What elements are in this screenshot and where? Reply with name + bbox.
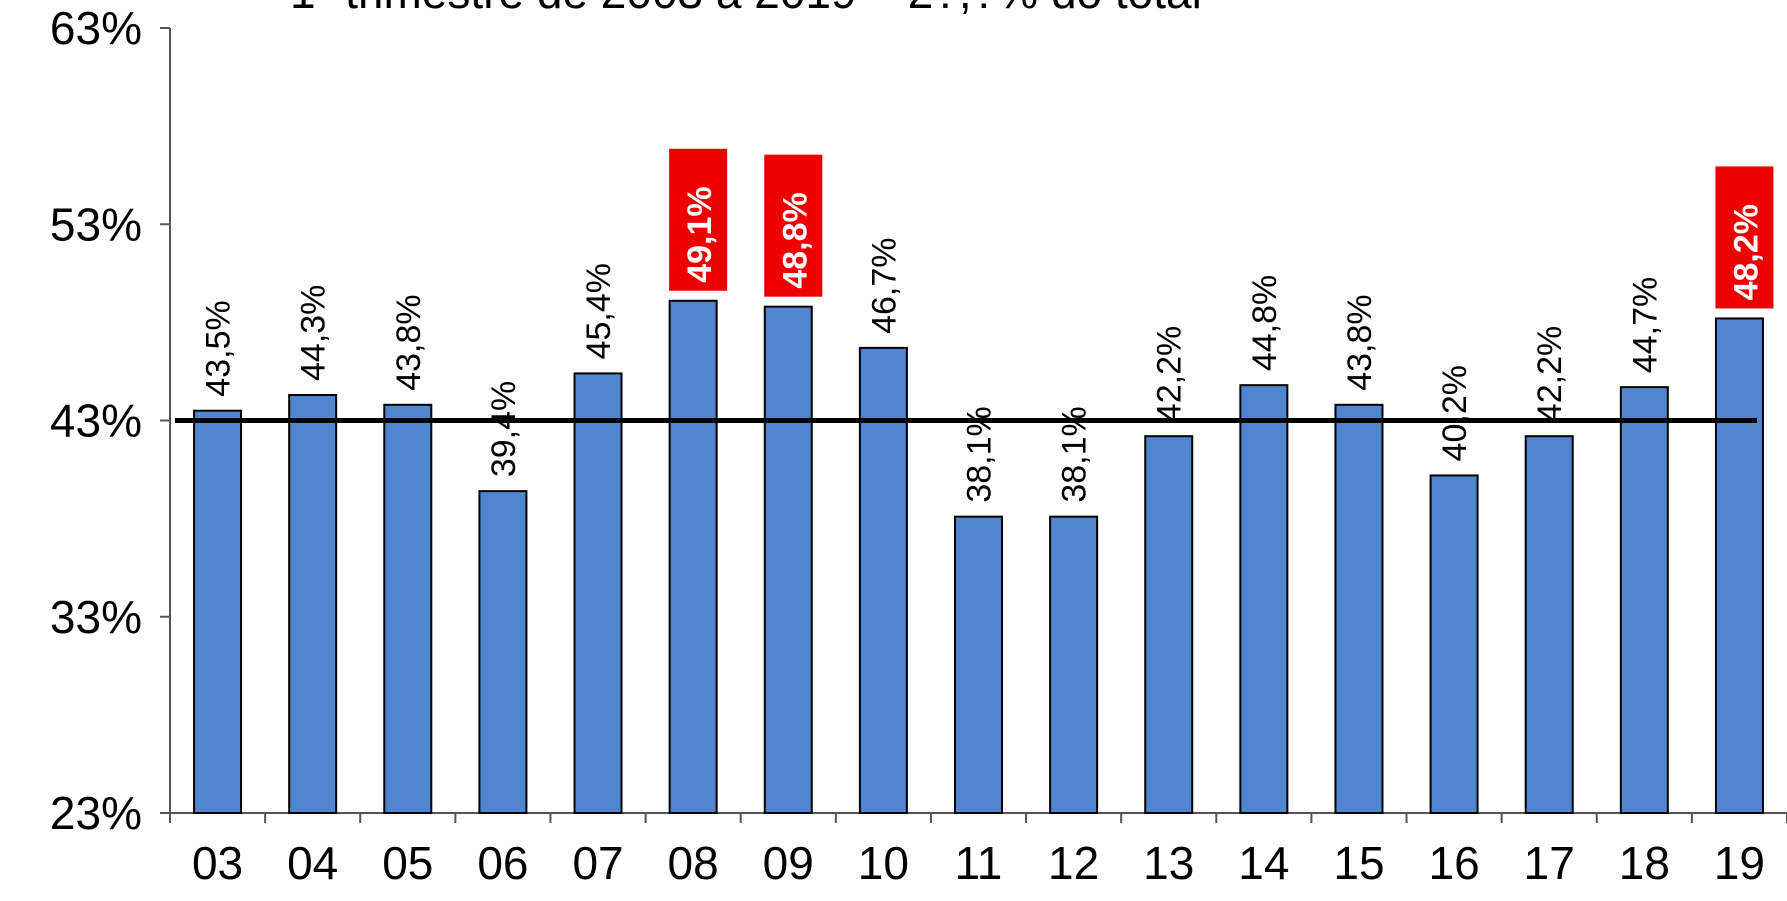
bar-16 bbox=[1429, 474, 1479, 814]
bar-12 bbox=[1049, 515, 1099, 814]
bar-06 bbox=[478, 490, 528, 814]
x-tick-label: 06 bbox=[477, 837, 528, 889]
x-tick-label: 17 bbox=[1524, 837, 1575, 889]
bar-08 bbox=[668, 299, 718, 815]
highlight-badge bbox=[764, 154, 823, 297]
data-label-06: 39,4% bbox=[485, 381, 523, 477]
bar-13 bbox=[1144, 435, 1194, 814]
data-label-text: 39,4% bbox=[485, 381, 523, 477]
data-label-text: 45,4% bbox=[580, 263, 618, 359]
bar-18 bbox=[1619, 386, 1669, 814]
x-tick-label: 10 bbox=[858, 837, 909, 889]
bar-09 bbox=[763, 305, 813, 814]
x-tick-label: 05 bbox=[382, 837, 433, 889]
y-axis: 23% 33% 43% 53% 63% bbox=[50, 2, 171, 839]
highlight-badge bbox=[669, 148, 728, 291]
data-label-07: 45,4% bbox=[580, 263, 618, 359]
bar-10 bbox=[858, 346, 908, 814]
data-label-text: 44,8% bbox=[1246, 275, 1284, 371]
x-tick-label: 19 bbox=[1714, 837, 1765, 889]
bar-11 bbox=[954, 515, 1003, 814]
y-tick-label: 43% bbox=[50, 395, 142, 447]
data-label-14: 44,8% bbox=[1246, 275, 1284, 371]
x-tick-label: 07 bbox=[572, 837, 623, 889]
data-label-text: 43,8% bbox=[1341, 294, 1379, 390]
data-label-text: 44,3% bbox=[295, 285, 333, 381]
bar-03 bbox=[193, 409, 243, 814]
data-label-17: 42,2% bbox=[1531, 326, 1569, 422]
x-tick-label: 14 bbox=[1238, 837, 1289, 889]
x-tick-label: 13 bbox=[1143, 837, 1194, 889]
x-tick-label: 08 bbox=[668, 837, 719, 889]
data-label-text: 46,7% bbox=[865, 237, 903, 333]
data-label-15: 43,8% bbox=[1341, 294, 1379, 390]
data-label-08: 49,1% bbox=[669, 148, 728, 291]
x-tick-label: 18 bbox=[1619, 837, 1670, 889]
x-tick-label: 15 bbox=[1333, 837, 1384, 889]
x-axis: 03 04 05 06 07 08 09 10 11 12 13 14 15 16 17 18 19 bbox=[169, 812, 1787, 889]
bar-14 bbox=[1239, 384, 1289, 814]
data-label-16: 40,2% bbox=[1436, 365, 1474, 461]
y-tick-label: 63% bbox=[50, 2, 142, 54]
x-tick-label: 04 bbox=[287, 837, 338, 889]
x-tick-label: 03 bbox=[192, 837, 243, 889]
data-label-text: 42,2% bbox=[1531, 326, 1569, 422]
bar-07 bbox=[573, 372, 623, 814]
data-label-13: 42,2% bbox=[1151, 326, 1189, 422]
data-label-18: 44,7% bbox=[1626, 277, 1664, 373]
data-label-text: 48,8% bbox=[776, 192, 814, 288]
data-label-05: 43,8% bbox=[390, 294, 428, 390]
data-label-10: 46,7% bbox=[865, 237, 903, 333]
data-label-text: 44,7% bbox=[1626, 277, 1664, 373]
data-label-03: 43,5% bbox=[200, 300, 238, 396]
y-tick-label: 33% bbox=[50, 591, 142, 643]
data-label-04: 44,3% bbox=[295, 285, 333, 381]
y-tick-label: 23% bbox=[50, 787, 142, 839]
x-tick-label: 12 bbox=[1048, 837, 1099, 889]
bar-17 bbox=[1524, 435, 1574, 814]
data-label-text: 48,2% bbox=[1727, 204, 1765, 300]
highlight-badge bbox=[1715, 166, 1774, 309]
data-label-text: 43,8% bbox=[390, 294, 428, 390]
bars-group bbox=[193, 299, 1764, 815]
data-labels-group: 43,5% 44,3% 43,8% 39,4% 45,4% 49,1% 48,8% 46,7%… bbox=[200, 148, 1774, 503]
data-label-19: 48,2% bbox=[1715, 166, 1774, 309]
y-tick-label: 53% bbox=[50, 198, 142, 250]
data-label-text: 49,1% bbox=[681, 186, 719, 282]
data-label-text: 42,2% bbox=[1151, 326, 1189, 422]
data-label-text: 40,2% bbox=[1436, 365, 1474, 461]
data-label-09: 48,8% bbox=[764, 154, 823, 297]
x-tick-label: 11 bbox=[955, 837, 1003, 889]
data-label-text: 43,5% bbox=[200, 300, 238, 396]
x-tick-label: 16 bbox=[1429, 837, 1480, 889]
x-tick-label: 09 bbox=[763, 837, 814, 889]
bar-15 bbox=[1334, 403, 1384, 814]
bar-19 bbox=[1714, 317, 1764, 814]
chart-title: 1º trimestre de 2003 a 2019 – 2?,?% do t… bbox=[290, 0, 1202, 18]
bar-04 bbox=[288, 393, 338, 814]
bar-05 bbox=[383, 403, 433, 814]
